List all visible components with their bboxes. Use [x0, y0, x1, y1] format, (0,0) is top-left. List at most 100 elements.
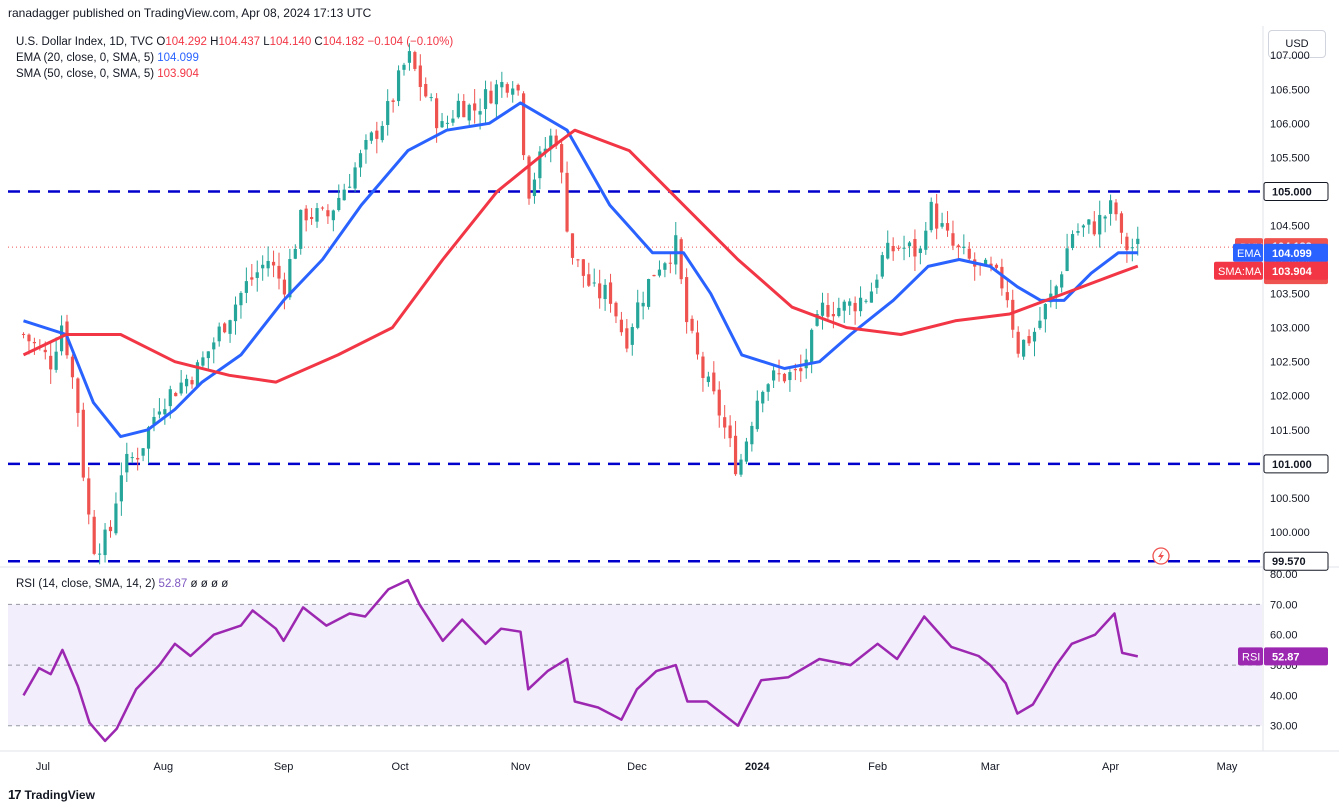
- candle-body: [646, 279, 651, 307]
- price-tick-label-5: 104.500: [1270, 220, 1310, 232]
- candle-172: [956, 243, 960, 259]
- candle-body: [538, 151, 542, 179]
- candle-body: [223, 323, 227, 333]
- candle-body: [527, 156, 531, 199]
- candle-15: [103, 523, 107, 563]
- level-tag-2: [1263, 551, 1329, 571]
- candle-189: [1049, 279, 1053, 308]
- candle-77: [440, 112, 444, 128]
- candle-50: [293, 244, 297, 260]
- rsi-tag-label: RSI: [1242, 651, 1260, 663]
- brand-name: TradingView: [24, 787, 95, 802]
- candle-body: [342, 189, 346, 201]
- ema-legend-row[interactable]: EMA (20, close, 0, SMA, 5) 104.099: [16, 50, 453, 66]
- candle-137: [766, 383, 770, 401]
- candle-49: [288, 248, 292, 300]
- candle-body: [674, 235, 678, 265]
- candle-body: [125, 453, 129, 473]
- candle-body: [619, 319, 624, 333]
- candle-body: [369, 132, 373, 141]
- candle-body: [570, 233, 575, 258]
- candle-body: [358, 153, 363, 168]
- candle-body: [929, 201, 933, 231]
- candle-52: [304, 205, 308, 232]
- price-tick-label-0: 107.000: [1270, 50, 1310, 62]
- candle-156: [869, 282, 874, 303]
- candle-56: [326, 204, 330, 224]
- candle-79: [451, 110, 455, 126]
- candle-62: [358, 149, 363, 177]
- candle-body: [945, 223, 950, 231]
- candle-204: [1130, 238, 1134, 262]
- candle-25: [157, 398, 162, 419]
- candle-61: [353, 162, 357, 192]
- time-tick-label-6: 2024: [745, 761, 770, 773]
- sma-legend-row[interactable]: SMA (50, close, 0, SMA, 5) 103.904: [16, 66, 453, 82]
- candle-158: [880, 251, 884, 279]
- candle-120: [674, 221, 678, 275]
- candle-body: [489, 90, 493, 104]
- ema-tag-label-bg: [1233, 243, 1263, 262]
- candle-body: [695, 332, 700, 355]
- candle-140: [782, 372, 787, 384]
- high-label: H: [210, 36, 219, 48]
- rsi-tick-label-1: 70.00: [1270, 599, 1298, 611]
- level-tag-label-0: 105.000: [1272, 186, 1312, 198]
- candle-body: [108, 526, 113, 532]
- sma-tag-label: SMA:MA: [1218, 266, 1262, 278]
- candle-23: [146, 425, 151, 464]
- candle-165: [918, 245, 922, 265]
- candle-body: [521, 93, 526, 156]
- candle-body: [81, 409, 85, 478]
- candle-body: [1016, 331, 1020, 354]
- main-legend: U.S. Dollar Index, 1D, TVC O104.292 H104…: [16, 34, 453, 82]
- candle-body: [690, 318, 694, 331]
- candle-80: [456, 93, 460, 119]
- candle-body: [92, 516, 96, 554]
- candle-124: [695, 320, 700, 360]
- candle-74: [424, 77, 428, 98]
- candle-body: [467, 104, 471, 121]
- candle-body: [375, 130, 379, 139]
- candle-191: [1060, 271, 1064, 293]
- candle-36: [217, 322, 221, 347]
- candle-184: [1022, 339, 1026, 360]
- candle-body: [636, 302, 640, 328]
- candle-body: [560, 144, 564, 173]
- candle-body: [32, 341, 36, 344]
- time-tick-label-0: Jul: [36, 761, 50, 773]
- candle-body: [168, 389, 172, 407]
- candle-105: [592, 268, 596, 287]
- candle-body: [902, 247, 906, 249]
- symbol-description[interactable]: U.S. Dollar Index, 1D, TVC: [16, 36, 154, 48]
- candle-81: [462, 94, 466, 118]
- candle-body: [386, 101, 390, 125]
- candle-119: [668, 252, 672, 274]
- candle-body: [163, 409, 167, 415]
- rsi-legend[interactable]: RSI (14, close, SMA, 14, 2) 52.87 ø ø ø …: [16, 578, 228, 590]
- currency-button[interactable]: USD: [1268, 30, 1326, 58]
- candle-148: [826, 293, 830, 319]
- candle-181: [1005, 280, 1009, 308]
- candle-106: [598, 269, 602, 309]
- candle-body: [424, 84, 428, 97]
- ema-tag-value-bg: [1264, 243, 1328, 262]
- candle-196: [1087, 219, 1091, 234]
- rsi-tag: RSI 52.87: [1238, 647, 1328, 666]
- candle-body: [179, 382, 183, 394]
- candle-body: [587, 274, 591, 286]
- candle-78: [445, 115, 450, 129]
- candle-body: [157, 411, 162, 415]
- candle-body: [299, 209, 303, 249]
- candle-body: [233, 304, 238, 322]
- level-tag-0: [1263, 181, 1329, 201]
- candle-body: [310, 216, 314, 220]
- candle-body: [228, 320, 232, 334]
- candle-44: [261, 255, 265, 281]
- candle-51: [299, 209, 303, 255]
- candle-body: [598, 283, 602, 299]
- candle-body: [777, 373, 781, 375]
- candle-183: [1016, 326, 1020, 358]
- candle-28: [174, 391, 178, 397]
